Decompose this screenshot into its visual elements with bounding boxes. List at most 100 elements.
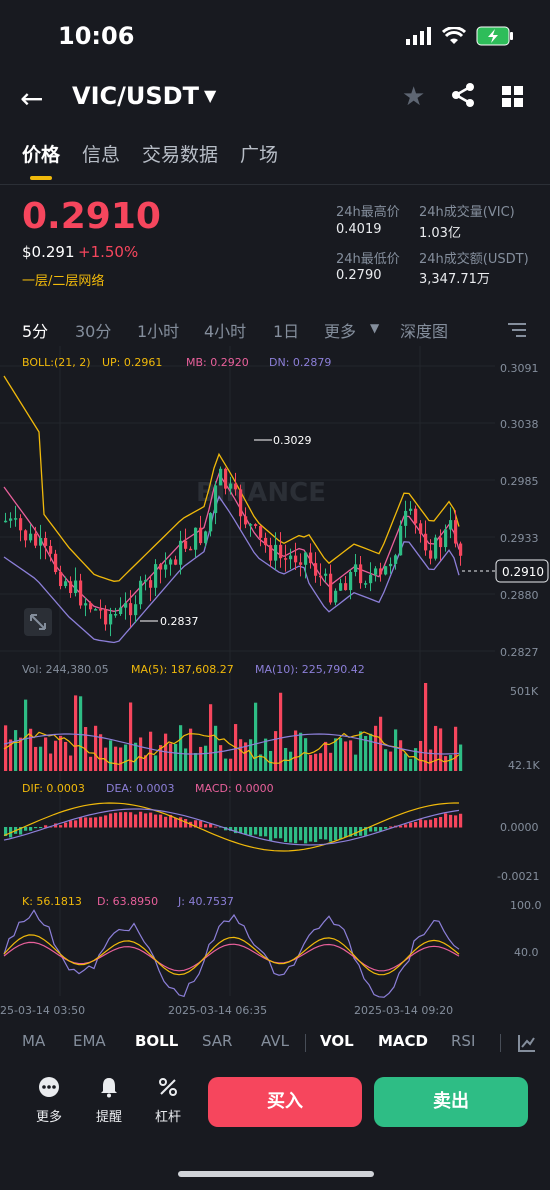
price-axis-label: 0.2933 [500, 532, 539, 545]
volume-ma5-line [3, 731, 460, 765]
pair-title[interactable]: VIC/USDT [72, 82, 199, 110]
boll-mb: MB: 0.2920 [186, 356, 249, 369]
low-label: 24h最低价 [336, 252, 400, 267]
turnover-value: 3,347.71万 [419, 272, 490, 287]
status-bar: 10:06 [0, 0, 550, 72]
kdj-d: D: 63.8950 [97, 895, 158, 908]
time-axis-label: 25-03-14 03:50 [0, 1004, 85, 1017]
tab-trading-data[interactable]: 交易数据 [142, 144, 219, 166]
timeframe-4h[interactable]: 4小时 [204, 322, 247, 341]
candlestick-chart[interactable]: BOLL:(21, 2) UP: 0.2961 MB: 0.2920 DN: 0… [0, 346, 550, 1026]
chevron-down-icon[interactable]: ▼ [370, 321, 380, 335]
timeframe-1h[interactable]: 1小时 [137, 322, 180, 341]
boll-lower-band [3, 495, 460, 644]
price-axis-label: 0.3038 [500, 418, 539, 431]
indicator-tabs: MA EMA BOLL SAR AVL VOL MACD RSI [0, 1028, 550, 1058]
boll-dn: DN: 0.2879 [269, 356, 331, 369]
volume-axis-top: 501K [510, 685, 539, 698]
kdj-k: K: 56.1813 [22, 895, 82, 908]
indicator-vol[interactable]: VOL [320, 1032, 354, 1050]
high-value: 0.4019 [336, 222, 382, 237]
indicator-avl[interactable]: AVL [261, 1032, 289, 1050]
wifi-icon [442, 27, 466, 44]
low-value: 0.2790 [336, 268, 382, 283]
kdj-k-line [3, 934, 460, 976]
chevron-down-icon[interactable]: ▼ [204, 86, 217, 105]
indicator-rsi[interactable]: RSI [451, 1032, 476, 1050]
buy-button[interactable]: 买入 [208, 1077, 362, 1127]
kdj-j-line [3, 909, 460, 998]
tab-info[interactable]: 信息 [82, 144, 121, 166]
current-price-label: 0.2910 [502, 565, 544, 579]
more-label: 更多 [35, 1110, 62, 1125]
more-dots-icon [39, 1077, 59, 1097]
status-time: 10:06 [58, 22, 135, 50]
bell-icon [101, 1078, 117, 1098]
timeframe-5m[interactable]: 5分 [22, 322, 49, 341]
indicator-ema[interactable]: EMA [73, 1032, 106, 1050]
macd-histogram [4, 811, 463, 844]
watermark: BINANCE [196, 478, 326, 508]
tab-price[interactable]: 价格 [22, 140, 60, 184]
kdj-d-line [3, 941, 460, 972]
volume-ma10-line [3, 733, 460, 755]
boll-middle-band [3, 472, 460, 612]
last-price: 0.2910 [22, 196, 161, 237]
timeframe-more[interactable]: 更多 [324, 322, 357, 341]
time-axis-label: 2025-03-14 06:35 [168, 1004, 267, 1017]
alert-label: 提醒 [95, 1110, 122, 1125]
macd-value: MACD: 0.0000 [195, 782, 274, 795]
leverage-button[interactable]: 杠杆 [148, 1076, 188, 1125]
expand-icon[interactable] [24, 608, 52, 636]
low-price-marker: 0.2837 [160, 615, 199, 628]
indicator-macd[interactable]: MACD [378, 1032, 428, 1050]
macd-dea-line [3, 808, 460, 846]
turnover-label: 24h成交额(USDT) [419, 252, 529, 267]
price-axis-label: 0.2880 [500, 589, 539, 602]
indicator-ma[interactable]: MA [22, 1032, 46, 1050]
volume-bars [4, 683, 463, 771]
home-indicator [178, 1171, 374, 1177]
battery-charging-icon [476, 26, 513, 46]
price-change: +1.50% [78, 243, 139, 261]
more-button[interactable]: 更多 [29, 1076, 69, 1125]
favorite-star-icon[interactable]: ★ [402, 82, 426, 112]
price-axis-label: 0.2827 [500, 646, 539, 659]
timeframe-1d[interactable]: 1日 [273, 322, 300, 341]
volume-axis-bottom: 42.1K [508, 759, 540, 772]
share-icon[interactable] [450, 82, 476, 108]
time-axis-label: 2025-03-14 09:20 [354, 1004, 453, 1017]
kdj-j: J: 40.7537 [177, 895, 234, 908]
indicator-settings-icon[interactable] [518, 1034, 536, 1052]
usd-price: $0.291 [22, 243, 75, 261]
boll-up: UP: 0.2961 [102, 356, 162, 369]
volume-label: 24h成交量(VIC) [419, 205, 515, 220]
volume-value-label: Vol: 244,380.05 [22, 663, 109, 676]
back-arrow-icon[interactable]: ← [20, 82, 44, 115]
high-price-marker: 0.3029 [273, 434, 312, 447]
grid-menu-icon[interactable] [502, 86, 524, 108]
signal-icon [406, 27, 431, 45]
indicator-boll[interactable]: BOLL [135, 1032, 179, 1050]
tab-square[interactable]: 广场 [240, 144, 279, 166]
candles [4, 466, 463, 637]
depth-chart-tab[interactable]: 深度图 [400, 322, 449, 341]
macd-axis-bottom: -0.0021 [497, 870, 539, 883]
macd-dif-line [3, 802, 459, 852]
sell-button[interactable]: 卖出 [374, 1077, 528, 1127]
chart-settings-icon[interactable] [508, 322, 526, 338]
macd-dif: DIF: 0.0003 [22, 782, 85, 795]
indicator-sar[interactable]: SAR [202, 1032, 233, 1050]
divider [0, 184, 550, 185]
timeframe-30m[interactable]: 30分 [75, 322, 112, 341]
macd-axis-mid: 0.0000 [500, 821, 539, 834]
network-tag[interactable]: 一层/二层网络 [22, 274, 105, 289]
boll-upper-band [3, 375, 460, 582]
gridlines [0, 346, 495, 996]
macd-dea: DEA: 0.0003 [106, 782, 174, 795]
alert-button[interactable]: 提醒 [89, 1076, 129, 1125]
kdj-axis-top: 100.0 [510, 899, 542, 912]
current-price-tag [495, 559, 549, 583]
pair-header: ← VIC/USDT ▼ ★ [0, 72, 550, 124]
volume-ma10: MA(10): 225,790.42 [255, 663, 365, 676]
